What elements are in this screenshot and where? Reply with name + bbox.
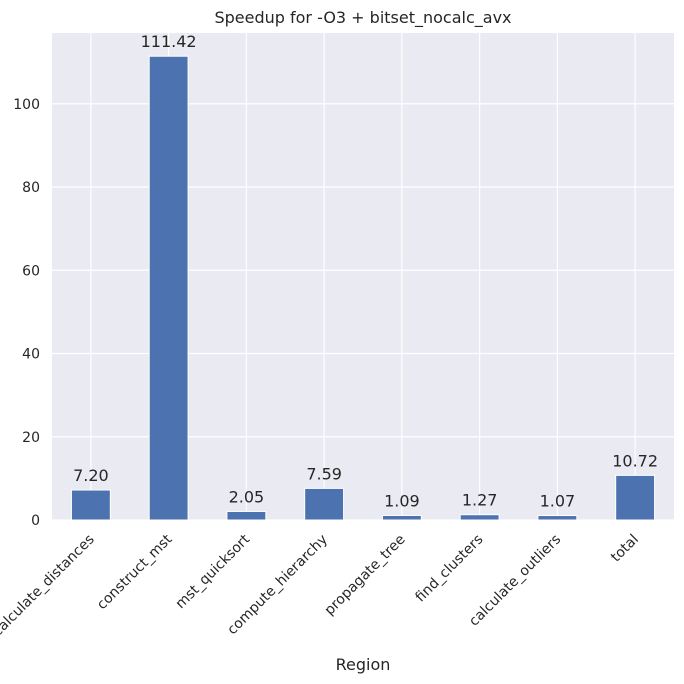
y-axis-ticks: 0 20 40 60 80 100 bbox=[13, 97, 40, 529]
x-tick-label: construct_mst bbox=[94, 531, 176, 613]
x-tick-label: mst_quicksort bbox=[173, 531, 254, 612]
data-label-find_clusters: 1.27 bbox=[462, 491, 498, 510]
y-tick-label: 80 bbox=[22, 180, 40, 196]
data-label-calculate_distances: 7.20 bbox=[73, 466, 109, 485]
bar-calculate_outliers bbox=[537, 515, 578, 521]
x-tick-label: propagate_tree bbox=[322, 532, 409, 619]
bar-find_clusters bbox=[459, 514, 500, 521]
chart-title: Speedup for -O3 + bitset_nocalc_avx bbox=[214, 8, 511, 28]
x-tick-label: find_clusters bbox=[413, 532, 487, 606]
bars bbox=[70, 55, 656, 521]
bar-total bbox=[615, 474, 656, 521]
x-axis-label: Region bbox=[336, 655, 391, 674]
data-label-mst_quicksort: 2.05 bbox=[229, 487, 265, 506]
y-tick-label: 60 bbox=[22, 263, 40, 279]
y-tick-label: 100 bbox=[13, 97, 40, 113]
data-label-construct_mst: 111.42 bbox=[141, 32, 197, 51]
bar-propagate_tree bbox=[381, 514, 422, 521]
data-label-propagate_tree: 1.09 bbox=[384, 491, 420, 510]
y-tick-label: 20 bbox=[22, 430, 40, 446]
bar-mst_quicksort bbox=[226, 510, 267, 521]
data-label-total: 10.72 bbox=[612, 451, 658, 470]
y-tick-label: 40 bbox=[22, 347, 40, 363]
bar-calculate_distances bbox=[70, 489, 111, 521]
plot-area bbox=[52, 33, 674, 520]
x-tick-label: total bbox=[608, 532, 642, 566]
data-labels: 7.20 111.42 2.05 7.59 1.09 1.27 1.07 10.72 bbox=[73, 32, 658, 510]
x-tick-label: calculate_distances bbox=[0, 532, 98, 640]
data-label-calculate_outliers: 1.07 bbox=[540, 492, 576, 511]
x-axis-ticks: calculate_distancesconstruct_mstmst_quic… bbox=[0, 531, 642, 640]
data-label-compute_hierarchy: 7.59 bbox=[306, 464, 342, 483]
y-tick-label: 0 bbox=[31, 513, 40, 529]
bar-compute_hierarchy bbox=[304, 487, 345, 521]
bar-construct_mst bbox=[148, 55, 189, 521]
